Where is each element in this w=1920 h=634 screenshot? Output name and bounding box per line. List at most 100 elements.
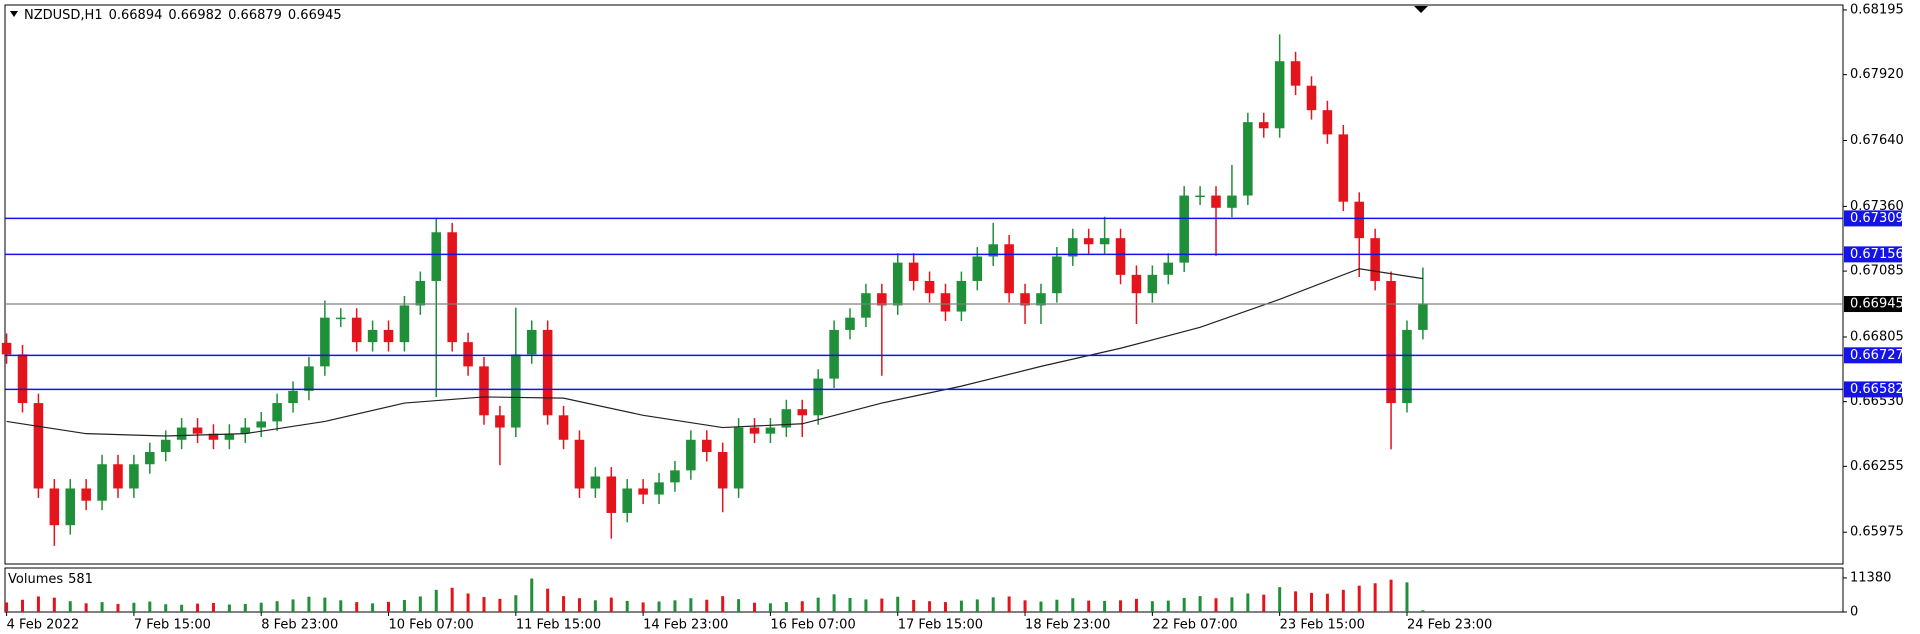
candle-body: [590, 476, 601, 489]
symbol: NZDUSD,H1: [24, 8, 103, 23]
candle-body: [877, 293, 887, 306]
candle-body: [526, 329, 537, 355]
header-value: 0.66894: [109, 8, 163, 23]
y-tick-label: 0.67920: [1850, 67, 1904, 82]
candle-body: [972, 256, 983, 281]
candle-body: [224, 433, 235, 440]
y-tick-label: 0.65975: [1850, 525, 1904, 540]
header-value: 0.66982: [168, 8, 222, 23]
candle-body: [81, 488, 91, 501]
header-value: 0.66945: [288, 8, 342, 23]
candle-body: [1099, 238, 1110, 245]
candle-body: [367, 329, 378, 343]
x-tick-label: 11 Feb 15:00: [516, 618, 601, 633]
y-tick-label: 0.67360: [1850, 199, 1904, 214]
candle-body: [192, 427, 203, 434]
candle-body: [1115, 238, 1126, 275]
candle-body: [686, 439, 696, 471]
candle-body: [256, 421, 266, 428]
candle-body: [1418, 304, 1428, 330]
candle-body: [351, 317, 362, 343]
y-tick-label: 0.66255: [1850, 459, 1904, 474]
candle-body: [33, 403, 44, 489]
candle-body: [1052, 256, 1062, 294]
candle-body: [495, 415, 505, 428]
candle-body: [606, 476, 617, 513]
candle-body: [1036, 293, 1046, 306]
x-tick-label: 8 Feb 23:00: [261, 618, 338, 633]
menu-triangle[interactable]: [10, 11, 18, 17]
header-value: 0.66879: [228, 8, 282, 23]
x-tick-label: 10 Feb 07:00: [389, 618, 474, 633]
candle-body: [1258, 122, 1269, 129]
moving-average: [6, 268, 1423, 437]
candle-body: [1020, 293, 1030, 306]
candle-body: [956, 280, 967, 312]
candle-body: [670, 470, 680, 483]
candle-body: [240, 427, 251, 434]
candle-body: [97, 464, 107, 501]
candle-body: [383, 329, 394, 343]
candle-body: [399, 305, 410, 343]
volume-title: Volumes: [8, 572, 63, 587]
candle-body: [861, 293, 871, 318]
y-tick-label: 0.68195: [1850, 2, 1904, 17]
level-label-box: [1844, 381, 1902, 398]
volume-tick-label: 11380: [1850, 570, 1891, 585]
candle-body: [1370, 238, 1380, 281]
candle-body: [145, 452, 155, 465]
candle-body: [1147, 274, 1158, 294]
candle-body: [304, 366, 314, 391]
candle-body: [749, 427, 760, 434]
candle-body: [765, 427, 776, 434]
candle-body: [845, 317, 855, 330]
volume-tick-label: 0: [1850, 605, 1858, 620]
candle-body: [1290, 61, 1301, 86]
level-label-box: [1844, 347, 1902, 364]
y-tick-label: 0.66530: [1850, 394, 1904, 409]
level-label-box: [1844, 210, 1902, 227]
candle-body: [622, 488, 632, 513]
candle-body: [1386, 280, 1396, 404]
volume-header: Volumes 581: [8, 572, 93, 587]
candle-body: [654, 482, 664, 495]
candle-body: [1068, 238, 1078, 257]
x-tick-label: 4 Feb 2022: [7, 618, 80, 633]
candle-body: [892, 262, 903, 306]
candle-body: [829, 329, 839, 379]
candle-body: [208, 433, 219, 440]
candle-body: [176, 427, 187, 440]
candle-body: [781, 409, 792, 428]
level-label-box: [1844, 246, 1902, 263]
current-price-box: [1844, 296, 1902, 313]
candle-body: [415, 280, 426, 306]
candle-body: [463, 342, 473, 367]
candle-body: [558, 415, 569, 440]
price-panel: [4, 4, 1844, 565]
candle-body: [65, 488, 76, 526]
candle-body: [447, 232, 457, 343]
candle-body: [988, 244, 998, 257]
y-tick-label: 0.67085: [1850, 264, 1904, 279]
x-tick-label: 24 Feb 23:00: [1407, 618, 1492, 633]
candle-body: [511, 354, 521, 428]
candle-body: [1322, 110, 1333, 135]
candle-body: [924, 280, 935, 294]
candle-body: [702, 439, 712, 453]
candle-body: [1083, 238, 1094, 245]
candle-body: [1227, 195, 1237, 208]
candle-body: [479, 366, 489, 416]
candle-body: [1274, 61, 1285, 129]
candle-body: [320, 317, 330, 367]
candle-body: [542, 329, 553, 416]
candle-body: [908, 262, 919, 281]
candle-body: [1, 342, 12, 355]
candle-body: [1306, 85, 1317, 111]
candle-body: [1338, 134, 1349, 202]
level-label: 0.67156: [1850, 247, 1904, 262]
candle-body: [113, 464, 123, 489]
candle-body: [1004, 244, 1014, 294]
candle-body: [1211, 195, 1221, 208]
level-label: 0.67309: [1850, 211, 1904, 226]
shift-marker: [1414, 6, 1428, 13]
